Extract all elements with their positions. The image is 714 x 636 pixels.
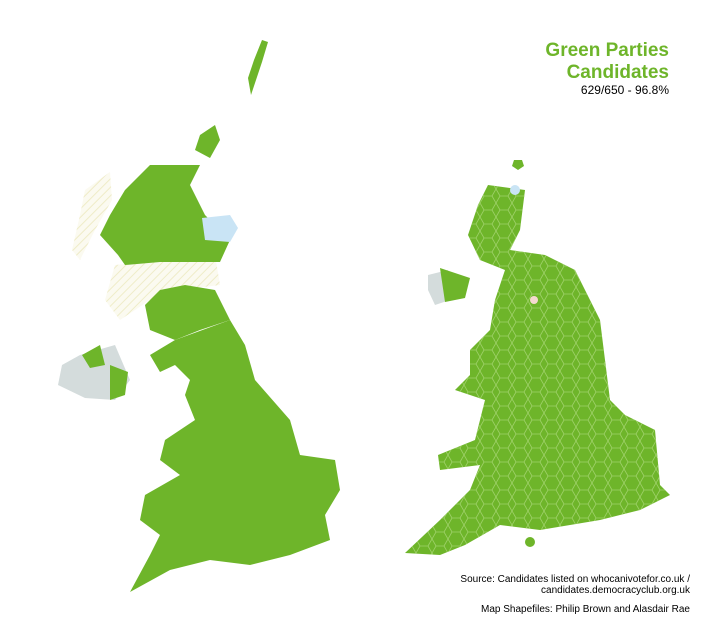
- hex-unfilled: [530, 296, 538, 304]
- title-line: Green Parties: [545, 40, 669, 61]
- geo-map: [58, 40, 340, 592]
- source: Source: Candidates listed on whocanivote…: [460, 574, 690, 585]
- hex-map: [405, 160, 670, 555]
- shetland: [248, 40, 268, 95]
- orkney: [195, 125, 220, 158]
- highlands-unfilled: [72, 172, 112, 260]
- subtitle: 629/650 - 96.8%: [581, 83, 669, 97]
- hex-grid: [405, 185, 670, 555]
- england-wales: [130, 320, 340, 592]
- hex-islands: [525, 537, 535, 547]
- hex-aberdeen: [510, 185, 520, 195]
- credit: Map Shapefiles: Philip Brown and Alasdai…: [481, 604, 690, 615]
- title-line: Candidates: [567, 62, 669, 83]
- aberdeen: [202, 215, 238, 242]
- scotland-south: [145, 285, 230, 340]
- hex-ni-green: [440, 268, 470, 302]
- ni-green: [82, 345, 128, 400]
- central-scotland-unfilled: [105, 255, 220, 320]
- hex-shetland: [512, 160, 524, 170]
- scotland: [100, 165, 230, 265]
- source: candidates.democracyclub.org.uk: [541, 585, 691, 596]
